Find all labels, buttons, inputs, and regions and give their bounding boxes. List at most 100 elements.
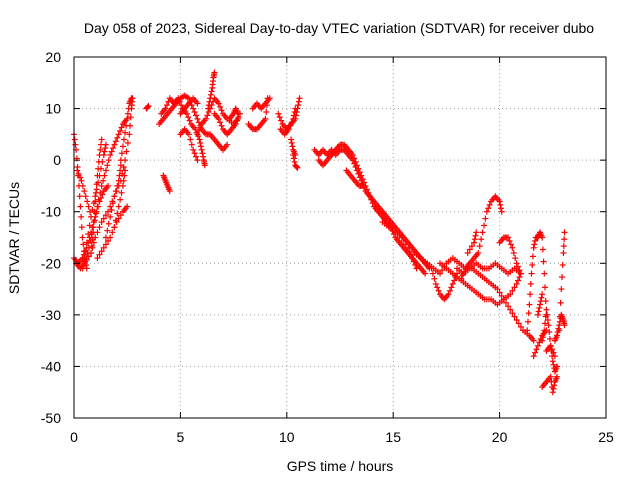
data-point — [124, 203, 131, 210]
data-point — [112, 138, 119, 145]
data-point — [537, 298, 544, 305]
data-point — [560, 243, 567, 250]
data-point — [117, 212, 124, 219]
data-point — [556, 322, 563, 329]
data-point — [366, 193, 373, 200]
data-point — [513, 280, 520, 287]
data-point — [125, 105, 132, 112]
data-point — [550, 385, 557, 392]
x-tick-label: 5 — [177, 429, 185, 445]
data-point — [494, 286, 501, 293]
data-point — [192, 126, 199, 133]
data-point — [79, 265, 86, 272]
data-point — [178, 102, 185, 109]
data-point — [276, 114, 283, 121]
data-point — [124, 110, 131, 117]
data-point — [84, 198, 91, 205]
data-point — [486, 201, 493, 208]
data-point — [190, 105, 197, 112]
data-point — [193, 153, 200, 160]
y-tick-label: -10 — [41, 204, 61, 220]
data-point — [498, 208, 505, 215]
y-tick-label: -50 — [41, 410, 61, 426]
data-point — [472, 232, 479, 239]
data-point — [207, 95, 214, 102]
data-point — [515, 263, 522, 270]
data-point — [76, 193, 83, 200]
data-point — [194, 100, 201, 107]
data-point — [102, 234, 109, 241]
data-point — [93, 186, 100, 193]
data-point — [144, 103, 151, 110]
data-point — [118, 189, 125, 196]
data-point — [543, 306, 550, 313]
data-point — [204, 112, 211, 119]
data-point — [111, 193, 118, 200]
data-point — [124, 115, 131, 122]
data-point — [124, 139, 131, 146]
data-point — [412, 262, 419, 269]
data-point — [446, 287, 453, 294]
data-point — [448, 284, 455, 291]
data-point — [547, 342, 554, 349]
data-point — [235, 114, 242, 121]
data-point — [529, 253, 536, 260]
data-point — [107, 203, 114, 210]
data-point — [96, 224, 103, 231]
data-point — [234, 110, 241, 117]
data-point — [351, 155, 358, 162]
data-point — [101, 148, 108, 155]
data-point — [112, 217, 119, 224]
data-point — [288, 119, 295, 126]
data-point — [102, 145, 109, 152]
data-point — [82, 193, 89, 200]
data-point — [541, 284, 548, 291]
data-point — [409, 255, 416, 262]
plot-frame — [73, 56, 607, 419]
data-point — [215, 100, 222, 107]
data-point — [428, 265, 435, 272]
data-point — [224, 141, 231, 148]
data-point — [102, 241, 109, 248]
data-point — [295, 98, 302, 105]
data-point — [199, 150, 206, 157]
data-point — [92, 198, 99, 205]
data-point — [175, 95, 182, 102]
data-point — [513, 260, 520, 267]
data-point — [422, 270, 429, 277]
data-point — [530, 244, 537, 251]
data-point — [497, 201, 504, 208]
data-point — [86, 208, 93, 215]
data-point — [554, 329, 561, 336]
data-point — [512, 255, 519, 262]
y-tick-label: -40 — [41, 358, 61, 374]
data-point — [507, 241, 514, 248]
data-point — [539, 291, 546, 298]
data-point — [194, 131, 201, 138]
data-point — [293, 164, 300, 171]
data-point — [197, 139, 204, 146]
data-point — [505, 303, 512, 310]
data-point — [524, 327, 531, 334]
data-point — [114, 134, 121, 141]
data-point — [516, 274, 523, 281]
data-point — [96, 251, 103, 258]
data-point — [97, 141, 104, 148]
axes: 0 5 10 15 20 25 -50 -40 -30 -20 -10 0 10 20 — [41, 49, 614, 445]
data-point — [485, 205, 492, 212]
data-point — [110, 145, 117, 152]
data-point — [115, 131, 122, 138]
data-point — [98, 219, 105, 226]
data-point — [407, 251, 414, 258]
data-point — [532, 349, 539, 356]
data-point — [527, 291, 534, 298]
data-point — [289, 143, 296, 150]
data-point — [85, 231, 92, 238]
data-point — [458, 275, 465, 282]
data-point — [94, 172, 101, 179]
data-point — [405, 244, 412, 251]
data-point — [211, 69, 218, 76]
data-point — [445, 291, 452, 298]
data-point — [104, 227, 111, 234]
x-tick-label: 15 — [385, 429, 401, 445]
